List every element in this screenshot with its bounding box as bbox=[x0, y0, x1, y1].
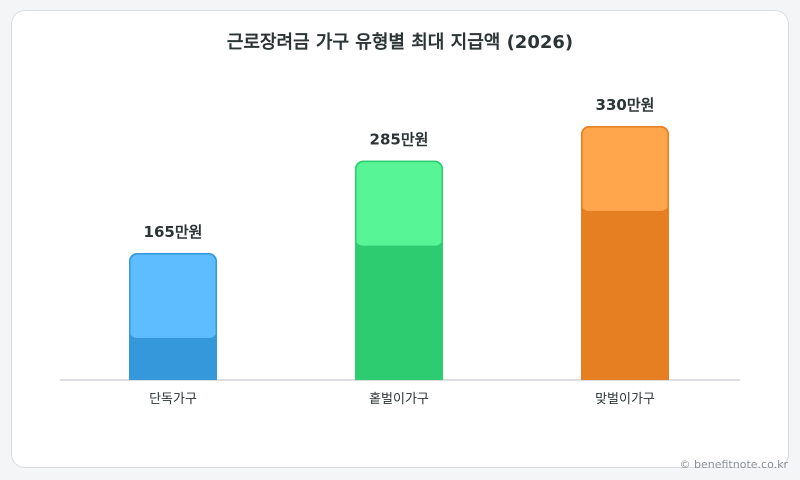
bar-단독가구 bbox=[129, 253, 217, 380]
chart-title: 근로장려금 가구 유형별 최대 지급액 (2026) bbox=[226, 32, 574, 53]
value-label: 330만원 bbox=[596, 96, 655, 114]
category-label: 단독가구 bbox=[149, 392, 197, 407]
bar-맞벌이가구 bbox=[581, 126, 669, 380]
watermark: © benefitnote.co.kr bbox=[679, 458, 788, 471]
bar-outline bbox=[581, 126, 669, 380]
value-label: 285만원 bbox=[370, 131, 429, 149]
bar-highlight bbox=[355, 160, 443, 246]
bar-highlight bbox=[581, 126, 669, 211]
category-label: 홑벌이가구 bbox=[369, 392, 429, 407]
bar-outline bbox=[129, 253, 217, 380]
bar-highlight bbox=[129, 253, 217, 338]
bar-outline bbox=[355, 160, 443, 380]
category-label: 맞벌이가구 bbox=[595, 392, 655, 407]
value-label: 165만원 bbox=[144, 223, 203, 241]
bar-홑벌이가구 bbox=[355, 160, 443, 380]
